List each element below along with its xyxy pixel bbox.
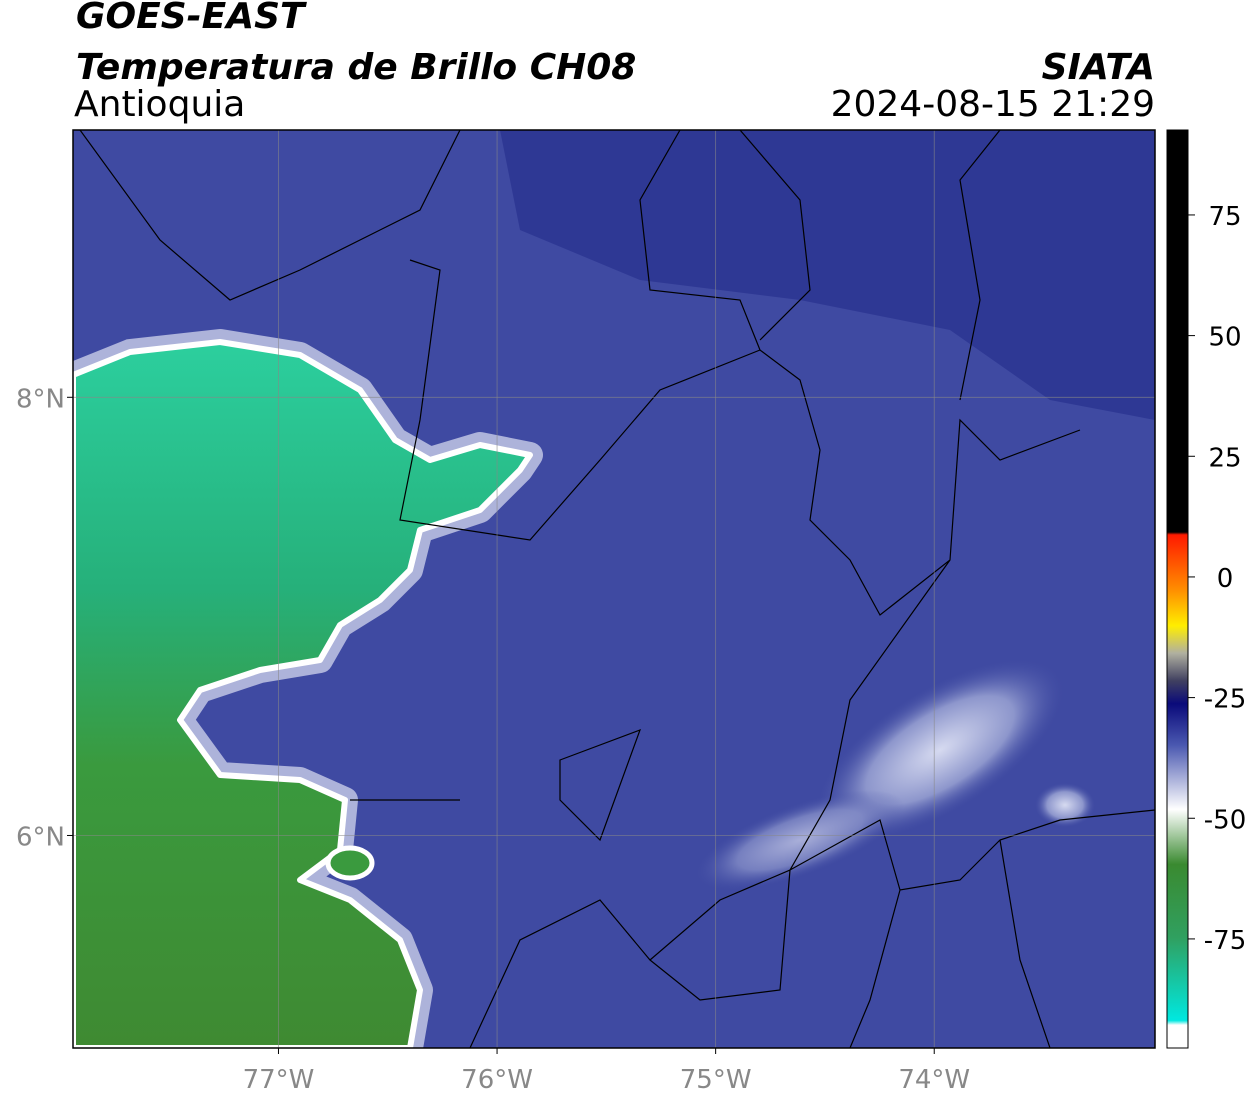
satellite-title: GOES-EAST xyxy=(76,0,307,37)
colorbar xyxy=(1166,129,1189,1049)
map-image xyxy=(73,130,1155,1048)
source-label: SIATA xyxy=(1042,47,1155,88)
region-label: Antioquia xyxy=(74,84,245,125)
y-tick-label: 6°N xyxy=(16,822,65,852)
y-tick-label: 8°N xyxy=(16,384,65,414)
x-tick-label: 75°W xyxy=(680,1065,752,1095)
grid xyxy=(73,130,1155,1048)
colorbar-tick-label: -50 xyxy=(1204,805,1246,835)
cold-area xyxy=(500,130,1155,420)
colorbar-tick-label: 50 xyxy=(1208,323,1241,353)
boundary xyxy=(79,130,1155,1048)
colorbar-tick-label: 0 xyxy=(1217,564,1234,594)
cloud-area xyxy=(1035,783,1095,827)
x-tick-label: 77°W xyxy=(243,1065,315,1095)
datetime-label: 2024-08-15 21:29 xyxy=(831,84,1155,125)
map-frame xyxy=(72,129,1156,1049)
colorbar-tick-label: 75 xyxy=(1208,202,1241,232)
x-tick-label: 74°W xyxy=(898,1065,970,1095)
colorbar-tick-label: -75 xyxy=(1204,926,1246,956)
cloud-area xyxy=(695,790,905,890)
x-tick-label: 76°W xyxy=(461,1065,533,1095)
colorbar-tick-label: 25 xyxy=(1208,443,1241,473)
colorbar-tick-label: -25 xyxy=(1204,685,1246,715)
cold-cloud-top xyxy=(325,845,375,881)
cold-cloud-top xyxy=(73,339,533,1048)
product-title: Temperatura de Brillo CH08 xyxy=(76,47,636,88)
